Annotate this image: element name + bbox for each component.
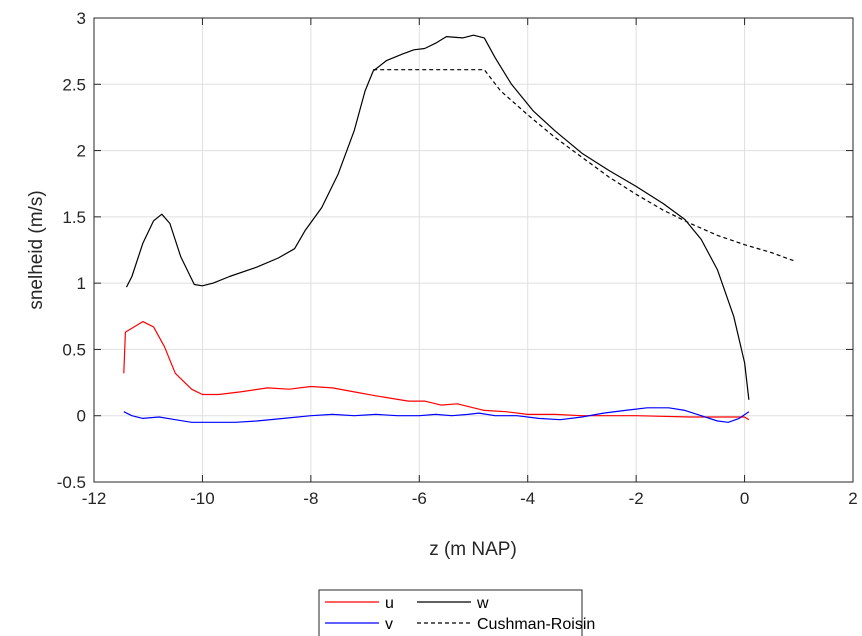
y-tick-label: 1	[77, 274, 86, 293]
x-tick-label: -12	[82, 489, 107, 508]
plot-series	[123, 34, 794, 423]
y-tick-label: -0.5	[57, 473, 86, 492]
y-tick-label: 2.5	[62, 75, 86, 94]
y-tick-label: 0.5	[62, 340, 86, 359]
x-tick-label: 2	[848, 489, 857, 508]
x-tick-label: -4	[520, 489, 535, 508]
legend-label-u: u	[385, 595, 394, 612]
x-axis-label: z (m NAP)	[429, 539, 517, 560]
legend-label-cushman-roisin: Cushman-Roisin	[477, 616, 595, 633]
legend-label-w: w	[476, 595, 489, 612]
series-line-v	[123, 407, 750, 423]
legend: u w v Cushman-Roisin	[318, 589, 595, 636]
x-tick-label: -2	[629, 489, 644, 508]
series-line-u	[123, 321, 750, 421]
x-tick-label: -8	[303, 489, 318, 508]
x-tick-label: -10	[190, 489, 215, 508]
grid	[94, 18, 853, 482]
x-tick-label: 0	[740, 489, 749, 508]
y-tick-label: 1.5	[62, 208, 86, 227]
series-line-w	[125, 34, 750, 400]
x-tick-label: -6	[412, 489, 427, 508]
series-line-cushman-roisin	[373, 69, 794, 262]
axes-frame	[93, 17, 854, 483]
y-tick-label: 0	[77, 407, 86, 426]
legend-box	[318, 589, 583, 636]
legend-label-v: v	[385, 616, 393, 633]
y-tick-label: 2	[77, 142, 86, 161]
y-tick-label: 3	[77, 9, 86, 28]
y-axis-label: snelheid (m/s)	[26, 190, 47, 309]
axis-ticks: -12 -10 -8 -6 -4 -2 0 2 -0.5 0 0.5 1 1.5 2 2.5 3	[57, 9, 858, 508]
